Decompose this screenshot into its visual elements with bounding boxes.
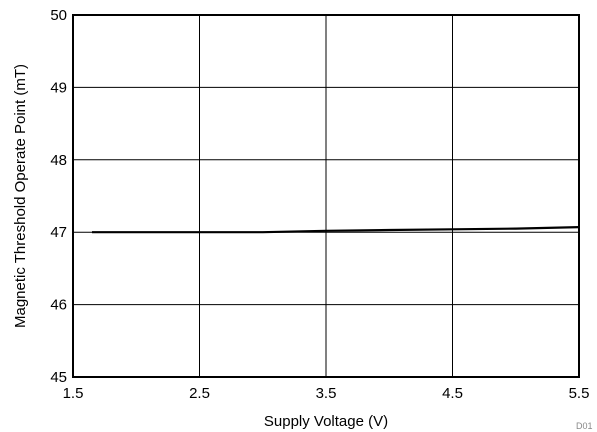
y-tick-label: 47 bbox=[50, 224, 67, 241]
y-tick-label: 46 bbox=[50, 297, 67, 314]
y-tick-label: 49 bbox=[50, 79, 67, 96]
series-group bbox=[92, 226, 580, 234]
y-tick-label: 45 bbox=[50, 369, 67, 386]
plot-frame bbox=[72, 14, 580, 378]
x-tick-label: 1.5 bbox=[63, 385, 84, 402]
figure-id: D01 bbox=[576, 421, 593, 431]
y-tick-label: 48 bbox=[50, 152, 67, 169]
x-tick-label: 2.5 bbox=[189, 385, 210, 402]
x-tick-label: 5.5 bbox=[569, 385, 590, 402]
x-tick-label: 3.5 bbox=[316, 385, 337, 402]
y-tick-label: 50 bbox=[50, 7, 67, 24]
series-line bbox=[92, 226, 580, 234]
y-axis-label: Magnetic Threshold Operate Point (mT) bbox=[12, 64, 29, 328]
grid-lines bbox=[72, 14, 580, 378]
y-tick-labels: 45 46 47 48 49 50 bbox=[50, 7, 67, 386]
x-tick-label: 4.5 bbox=[442, 385, 463, 402]
x-tick-labels: 1.5 2.5 3.5 4.5 5.5 bbox=[63, 385, 590, 402]
x-axis-label: Supply Voltage (V) bbox=[264, 413, 388, 430]
